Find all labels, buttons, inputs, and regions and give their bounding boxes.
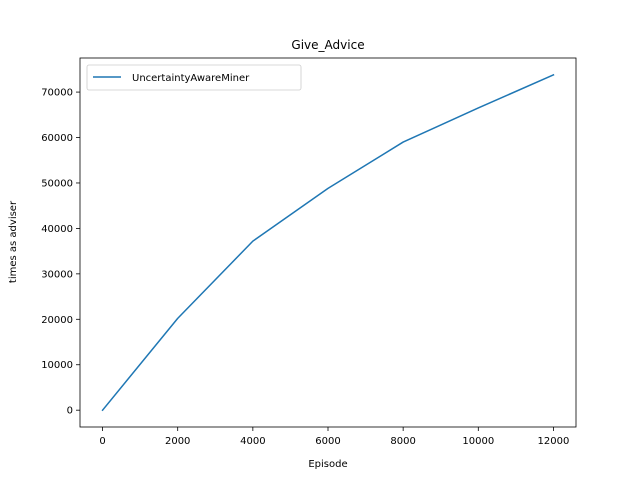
y-tick-label: 0 (67, 406, 73, 417)
x-tick-label: 2000 (165, 436, 190, 447)
y-tick-label: 30000 (41, 269, 73, 280)
x-tick-label: 0 (99, 436, 105, 447)
y-tick-label: 20000 (41, 315, 73, 326)
x-tick-label: 4000 (240, 436, 265, 447)
x-tick-label: 8000 (390, 436, 415, 447)
x-tick-label: 12000 (538, 436, 570, 447)
x-axis-label: Episode (308, 459, 347, 470)
chart-title: Give_Advice (291, 38, 364, 52)
y-tick-label: 10000 (41, 360, 73, 371)
legend: UncertaintyAwareMiner (87, 65, 301, 90)
y-tick-label: 60000 (41, 133, 73, 144)
y-tick-label: 70000 (41, 88, 73, 99)
y-tick-label: 40000 (41, 224, 73, 235)
legend-label: UncertaintyAwareMiner (132, 73, 250, 84)
x-tick-label: 6000 (315, 436, 340, 447)
x-tick-label: 10000 (462, 436, 494, 447)
y-tick-label: 50000 (41, 178, 73, 189)
y-axis-label: times as adviser (8, 200, 19, 283)
